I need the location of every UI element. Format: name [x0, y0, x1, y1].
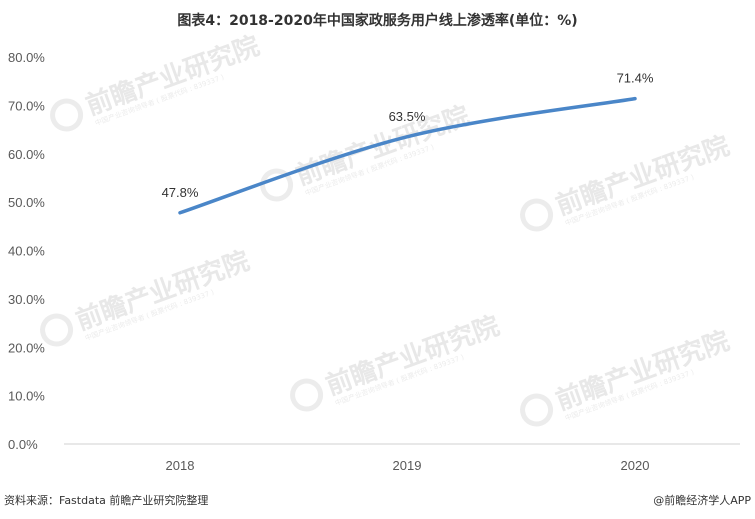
- watermark-logo-icon: [520, 198, 554, 232]
- data-point: [405, 135, 409, 139]
- y-tick-label: 50.0%: [8, 195, 45, 210]
- watermark-text: 前瞻产业研究院: [552, 325, 734, 416]
- watermark-text: 前瞻产业研究院: [552, 130, 734, 221]
- y-tick-label: 40.0%: [8, 244, 45, 259]
- y-tick-label: 30.0%: [8, 292, 45, 307]
- x-tick-label: 2018: [166, 458, 195, 473]
- watermark-logo-icon: [40, 313, 74, 347]
- data-label: 63.5%: [389, 109, 426, 124]
- watermark-logo-icon: [290, 378, 324, 412]
- y-tick-label: 60.0%: [8, 147, 45, 162]
- x-tick-label: 2020: [621, 458, 650, 473]
- credit-note: @前瞻经济学人APP: [653, 494, 751, 507]
- data-label: 47.8%: [162, 185, 199, 200]
- watermark-text: 前瞻产业研究院: [322, 310, 504, 401]
- data-label: 71.4%: [617, 71, 654, 86]
- watermark-logo-icon: [260, 168, 294, 202]
- x-tick-label: 2019: [393, 458, 422, 473]
- y-tick-label: 70.0%: [8, 98, 45, 113]
- watermark-logo-icon: [50, 98, 84, 132]
- y-tick-label: 80.0%: [8, 50, 45, 65]
- watermark-text: 前瞻产业研究院: [72, 245, 254, 336]
- chart-title: 图表4：2018-2020年中国家政服务用户线上渗透率(单位：%): [177, 13, 578, 29]
- y-tick-label: 0.0%: [8, 437, 38, 452]
- watermark-text: 前瞻产业研究院: [292, 100, 474, 191]
- data-point: [178, 211, 182, 215]
- y-tick-label: 20.0%: [8, 340, 45, 355]
- watermark-text: 前瞻产业研究院: [82, 30, 264, 121]
- y-tick-label: 10.0%: [8, 389, 45, 404]
- watermark-logo-icon: [520, 393, 554, 427]
- data-point: [633, 97, 637, 101]
- source-note: 资料来源：Fastdata 前瞻产业研究院整理: [4, 494, 209, 507]
